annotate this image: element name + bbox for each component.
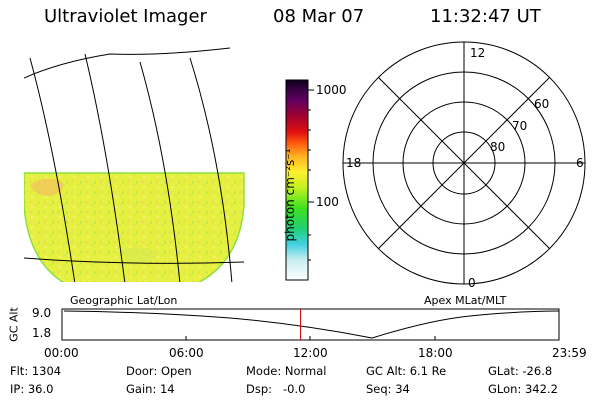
time-label: 11:32:47 UT <box>430 6 541 27</box>
colorbar-tick-1000: 1000 <box>316 83 347 97</box>
timeline-ticks <box>61 336 560 340</box>
ip-value: IP: 36.0 <box>10 382 54 396</box>
altitude-curve <box>63 310 560 339</box>
mlt-label-18: 18 <box>346 156 362 170</box>
gc-altitude: GC Alt: 6.1 Re <box>366 364 447 378</box>
dsp-value: Dsp: -0.0 <box>246 382 306 396</box>
geographic-longitude: GLon: 342.2 <box>488 382 558 396</box>
instrument-title: Ultraviolet Imager <box>44 6 207 27</box>
polar-plot <box>342 41 586 285</box>
flight-number: Flt: 1304 <box>10 364 62 378</box>
right-panel-caption: Apex MLat/MLT <box>424 294 507 307</box>
date-label: 08 Mar 07 <box>273 6 365 27</box>
mlat-label-70: 70 <box>512 119 528 133</box>
geographic-map <box>24 47 245 282</box>
mode-value: Mode: Normal <box>246 364 327 378</box>
geographic-latitude: GLat: -26.8 <box>488 364 553 378</box>
mlt-label-0: 0 <box>468 276 476 290</box>
colorbar <box>285 79 309 281</box>
door-status: Door: Open <box>126 364 192 378</box>
timeline-tick-0600: 06:00 <box>169 346 204 360</box>
mlt-label-12: 12 <box>470 46 486 60</box>
colorbar-unit-label: photon cm⁻²s⁻¹ <box>283 148 297 242</box>
sequence-number: Seq: 34 <box>366 382 410 396</box>
mlt-label-6: 6 <box>576 156 584 170</box>
gain-value: Gain: 14 <box>126 382 175 396</box>
timeline-tick-2359: 23:59 <box>552 346 587 360</box>
colorbar-tick-100: 100 <box>316 195 339 209</box>
timeline-plot-frame <box>61 308 560 341</box>
mlat-label-60: 60 <box>534 97 550 111</box>
timeline-tick-1200: 12:00 <box>293 346 328 360</box>
mlat-label-80: 80 <box>490 140 506 154</box>
left-panel-caption: Geographic Lat/Lon <box>70 294 178 307</box>
timeline-y-bottom: 1.8 <box>32 326 52 340</box>
timeline-tick-0000: 00:00 <box>44 346 79 360</box>
uv-image-region <box>24 172 245 282</box>
timeline-ylabel: GC Alt <box>7 307 21 342</box>
timeline-y-top: 9.0 <box>32 306 52 320</box>
timeline-tick-1800: 18:00 <box>418 346 453 360</box>
